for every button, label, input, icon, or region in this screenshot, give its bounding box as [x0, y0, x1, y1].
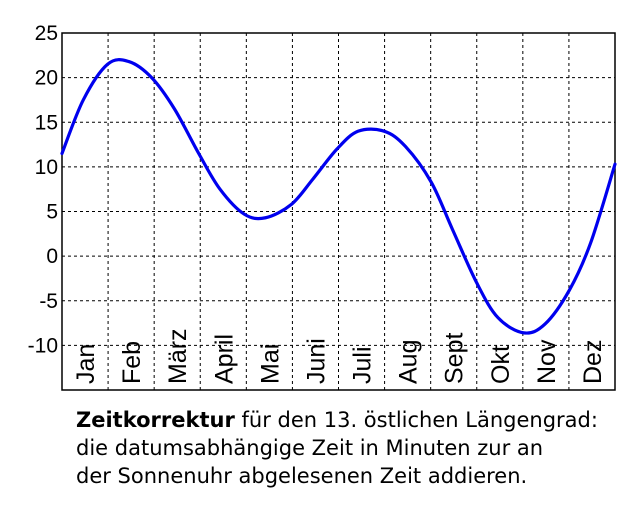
x-tick-label: Juli	[349, 346, 377, 384]
grid-lines	[62, 32, 615, 390]
x-tick-label: Dez	[579, 340, 607, 384]
x-tick-label: Feb	[118, 341, 146, 384]
y-tick-label: 5	[46, 201, 58, 224]
caption: Zeitkorrektur für den 13. östlichen Läng…	[76, 406, 626, 490]
x-tick-label: März	[164, 328, 192, 384]
series-line	[60, 58, 617, 335]
y-tick-label: 20	[35, 67, 58, 90]
caption-line-1: Zeitkorrektur für den 13. östlichen Läng…	[76, 406, 626, 434]
x-tick-label: Okt	[487, 345, 515, 384]
x-tick-label: Nov	[533, 339, 561, 384]
y-tick-label: 0	[46, 245, 58, 268]
caption-line-2: die datumsabhängige Zeit in Minuten zur …	[76, 436, 544, 460]
caption-bold-term: Zeitkorrektur	[76, 408, 235, 432]
x-tick-label: Juni	[302, 338, 330, 384]
chart: 25 20 15 10 5 0 -5 -10 Jan Feb März April Mai Juni Ju…	[28, 22, 617, 391]
x-tick-label: Jan	[72, 344, 100, 384]
caption-line-1-rest: für den 13. östlichen Längengrad:	[234, 408, 598, 432]
x-tick-label: April	[210, 334, 238, 384]
x-tick-label: Mai	[256, 344, 284, 384]
y-tick-label: -5	[39, 290, 58, 313]
caption-line-3: der Sonnenuhr abgelesenen Zeit addieren.	[76, 464, 528, 488]
y-tick-label: 25	[35, 22, 58, 45]
month-labels: Jan Feb März April Mai Juni Juli Aug Sept Okt Nov D…	[72, 328, 607, 384]
x-tick-label: Sept	[441, 333, 469, 384]
y-axis-ticks: 25 20 15 10 5 0 -5 -10	[28, 22, 58, 357]
y-tick-label: 15	[35, 111, 58, 134]
y-tick-label: 10	[35, 156, 58, 179]
y-tick-label: -10	[28, 334, 58, 357]
x-tick-label: Aug	[395, 340, 423, 384]
